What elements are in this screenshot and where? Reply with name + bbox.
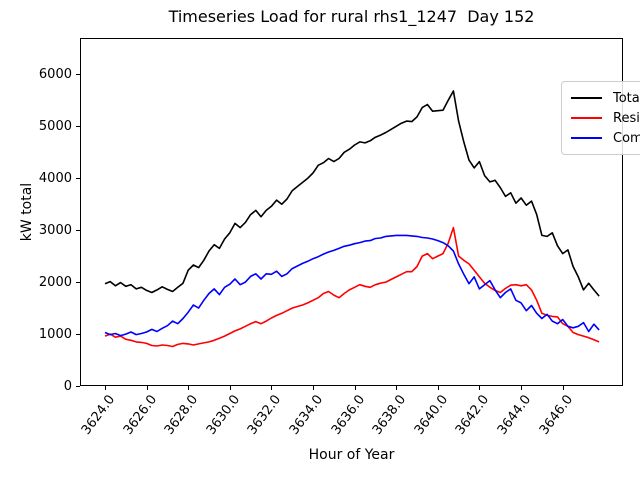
legend-label: Total (613, 90, 640, 106)
series-line-commercial (104, 234, 600, 337)
chart-canvas (76, 38, 623, 390)
y-tick-label: 1000 (38, 326, 72, 342)
y-tick-label: 0 (63, 378, 72, 394)
legend-line-sample-icon (571, 97, 602, 99)
chart-title: Timeseries Load for rural rhs1_1247 Day … (168, 7, 535, 26)
y-tick-label: 2000 (38, 274, 72, 290)
legend-label: Commercial (613, 130, 640, 146)
axes-frame (80, 38, 623, 386)
legend: Total Residential Commercial (561, 81, 640, 155)
legend-line-sample-icon (571, 137, 602, 139)
legend-line-sample-icon (571, 117, 602, 119)
y-tick-label: 3000 (38, 222, 72, 238)
legend-label: Residential (613, 110, 640, 126)
x-axis-label: Hour of Year (308, 447, 395, 463)
series-line-residential (104, 226, 600, 348)
legend-item-commercial: Commercial (562, 128, 640, 148)
series-line-total (104, 90, 600, 297)
legend-item-total: Total (562, 88, 640, 108)
y-tick-label: 6000 (38, 66, 72, 82)
y-tick-label: 5000 (38, 118, 72, 134)
y-tick-label: 4000 (38, 170, 72, 186)
legend-item-residential: Residential (562, 108, 640, 128)
plot-area: Total Residential Commercial (76, 38, 640, 390)
